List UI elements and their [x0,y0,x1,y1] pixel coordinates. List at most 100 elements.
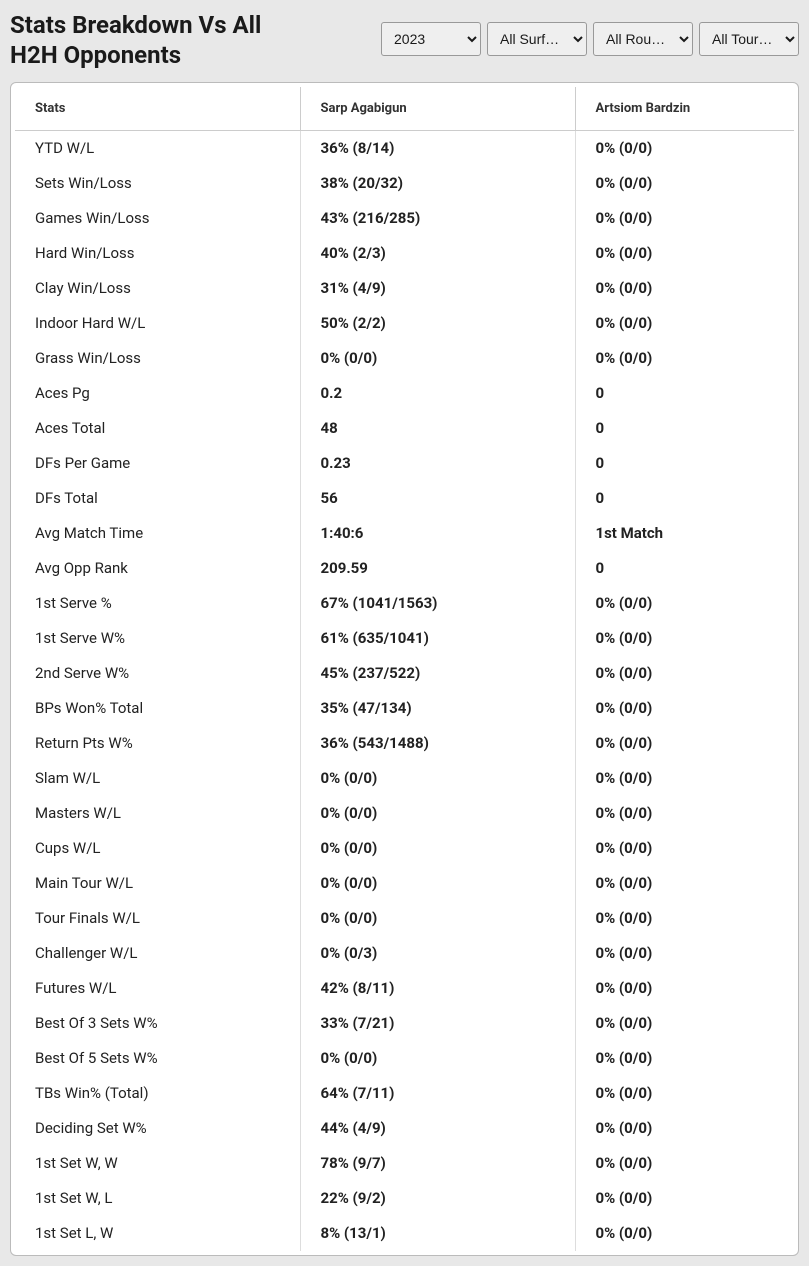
player2-value: 0 [575,411,794,446]
stat-label: Hard Win/Loss [15,236,300,271]
table-row: Tour Finals W/L0% (0/0)0% (0/0) [15,901,794,936]
table-row: Slam W/L0% (0/0)0% (0/0) [15,761,794,796]
player1-value: 1:40:6 [300,516,575,551]
stat-label: Avg Opp Rank [15,551,300,586]
stat-label: Indoor Hard W/L [15,306,300,341]
table-row: Sets Win/Loss38% (20/32)0% (0/0) [15,166,794,201]
player2-value: 0 [575,446,794,481]
player2-value: 0% (0/0) [575,271,794,306]
stat-label: 1st Serve W% [15,621,300,656]
player1-value: 61% (635/1041) [300,621,575,656]
player1-value: 56 [300,481,575,516]
header-stats: Stats [15,87,300,131]
player2-value: 0% (0/0) [575,1146,794,1181]
player1-value: 43% (216/285) [300,201,575,236]
player2-value: 0% (0/0) [575,866,794,901]
stat-label: Grass Win/Loss [15,341,300,376]
player1-value: 40% (2/3) [300,236,575,271]
player2-value: 0% (0/0) [575,236,794,271]
player1-value: 35% (47/134) [300,691,575,726]
stat-label: Return Pts W% [15,726,300,761]
stat-label: Masters W/L [15,796,300,831]
stat-label: Best Of 5 Sets W% [15,1041,300,1076]
table-row: Best Of 5 Sets W%0% (0/0)0% (0/0) [15,1041,794,1076]
player1-value: 31% (4/9) [300,271,575,306]
player2-value: 0% (0/0) [575,901,794,936]
tour-filter[interactable]: All Tour… [699,22,799,56]
table-row: Aces Pg0.20 [15,376,794,411]
table-row: Hard Win/Loss40% (2/3)0% (0/0) [15,236,794,271]
player2-value: 0% (0/0) [575,586,794,621]
player2-value: 0% (0/0) [575,796,794,831]
player1-value: 45% (237/522) [300,656,575,691]
player1-value: 38% (20/32) [300,166,575,201]
player1-value: 0% (0/0) [300,866,575,901]
table-row: Games Win/Loss43% (216/285)0% (0/0) [15,201,794,236]
player2-value: 0% (0/0) [575,131,794,166]
stat-label: 1st Serve % [15,586,300,621]
table-header-row: Stats Sarp Agabigun Artsiom Bardzin [15,87,794,131]
stat-label: Avg Match Time [15,516,300,551]
stat-label: Tour Finals W/L [15,901,300,936]
stat-label: Best Of 3 Sets W% [15,1006,300,1041]
table-row: Aces Total480 [15,411,794,446]
stat-label: Futures W/L [15,971,300,1006]
table-row: Cups W/L0% (0/0)0% (0/0) [15,831,794,866]
table-row: Futures W/L42% (8/11)0% (0/0) [15,971,794,1006]
player1-value: 64% (7/11) [300,1076,575,1111]
table-row: 1st Set W, W78% (9/7)0% (0/0) [15,1146,794,1181]
player2-value: 0% (0/0) [575,936,794,971]
table-row: 1st Set W, L22% (9/2)0% (0/0) [15,1181,794,1216]
stats-table-container: Stats Sarp Agabigun Artsiom Bardzin YTD … [10,82,799,1256]
player1-value: 0% (0/0) [300,1041,575,1076]
table-row: Avg Match Time1:40:61st Match [15,516,794,551]
stat-label: Deciding Set W% [15,1111,300,1146]
player1-value: 42% (8/11) [300,971,575,1006]
header-player1: Sarp Agabigun [300,87,575,131]
player2-value: 0% (0/0) [575,1006,794,1041]
player1-value: 44% (4/9) [300,1111,575,1146]
player1-value: 0% (0/0) [300,901,575,936]
player1-value: 36% (8/14) [300,131,575,166]
header-player2: Artsiom Bardzin [575,87,794,131]
stat-label: 1st Set W, L [15,1181,300,1216]
table-row: Masters W/L0% (0/0)0% (0/0) [15,796,794,831]
year-filter[interactable]: 2023 [381,22,481,56]
table-row: Indoor Hard W/L50% (2/2)0% (0/0) [15,306,794,341]
stat-label: TBs Win% (Total) [15,1076,300,1111]
player1-value: 0% (0/0) [300,831,575,866]
player2-value: 0% (0/0) [575,621,794,656]
table-row: TBs Win% (Total)64% (7/11)0% (0/0) [15,1076,794,1111]
stat-label: DFs Total [15,481,300,516]
player2-value: 0% (0/0) [575,656,794,691]
player2-value: 0% (0/0) [575,1076,794,1111]
player1-value: 0% (0/0) [300,761,575,796]
player1-value: 48 [300,411,575,446]
player2-value: 0% (0/0) [575,831,794,866]
player1-value: 50% (2/2) [300,306,575,341]
player2-value: 0% (0/0) [575,726,794,761]
table-row: DFs Total560 [15,481,794,516]
player2-value: 0 [575,551,794,586]
player2-value: 0% (0/0) [575,306,794,341]
table-row: BPs Won% Total35% (47/134)0% (0/0) [15,691,794,726]
player1-value: 8% (13/1) [300,1216,575,1251]
stat-label: Games Win/Loss [15,201,300,236]
player1-value: 0% (0/0) [300,796,575,831]
player1-value: 33% (7/21) [300,1006,575,1041]
stat-label: Challenger W/L [15,936,300,971]
player1-value: 0% (0/3) [300,936,575,971]
round-filter[interactable]: All Rounds [593,22,693,56]
table-row: DFs Per Game0.230 [15,446,794,481]
table-row: Clay Win/Loss31% (4/9)0% (0/0) [15,271,794,306]
table-row: 1st Set L, W8% (13/1)0% (0/0) [15,1216,794,1251]
surface-filter[interactable]: All Surfa… [487,22,587,56]
player1-value: 78% (9/7) [300,1146,575,1181]
player1-value: 36% (543/1488) [300,726,575,761]
player1-value: 0% (0/0) [300,341,575,376]
stat-label: 1st Set L, W [15,1216,300,1251]
stat-label: Slam W/L [15,761,300,796]
table-row: Deciding Set W%44% (4/9)0% (0/0) [15,1111,794,1146]
player1-value: 0.2 [300,376,575,411]
page-title: Stats Breakdown Vs All H2H Opponents [10,10,310,70]
